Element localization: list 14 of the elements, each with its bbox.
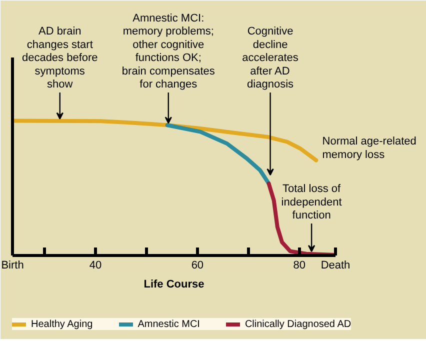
annotation: Amnestic MCI: memory problems; other cognitive functions OK; brain compensates for changes (122, 12, 216, 90)
annotation: Cognitive decline accelerates after AD diagnosis (242, 26, 299, 90)
x-tick-label: Birth (1, 260, 24, 272)
annotation: Total loss of independent function (281, 183, 342, 222)
x-axis-title: Life Course (144, 278, 204, 290)
x-tick-label: 40 (89, 260, 102, 272)
x-tick-label: Death (320, 260, 350, 272)
legend-label: Healthy Aging (31, 318, 93, 330)
legend-label: Clinically Diagnosed AD (244, 318, 352, 330)
x-tick-label: 60 (191, 260, 204, 272)
annotation: AD brain changes start decades before symptoms show (22, 26, 98, 90)
legend-label: Amnestic MCI (138, 318, 200, 330)
annotation: Normal age-related memory loss (322, 136, 416, 161)
x-tick-label: 80 (293, 260, 306, 272)
